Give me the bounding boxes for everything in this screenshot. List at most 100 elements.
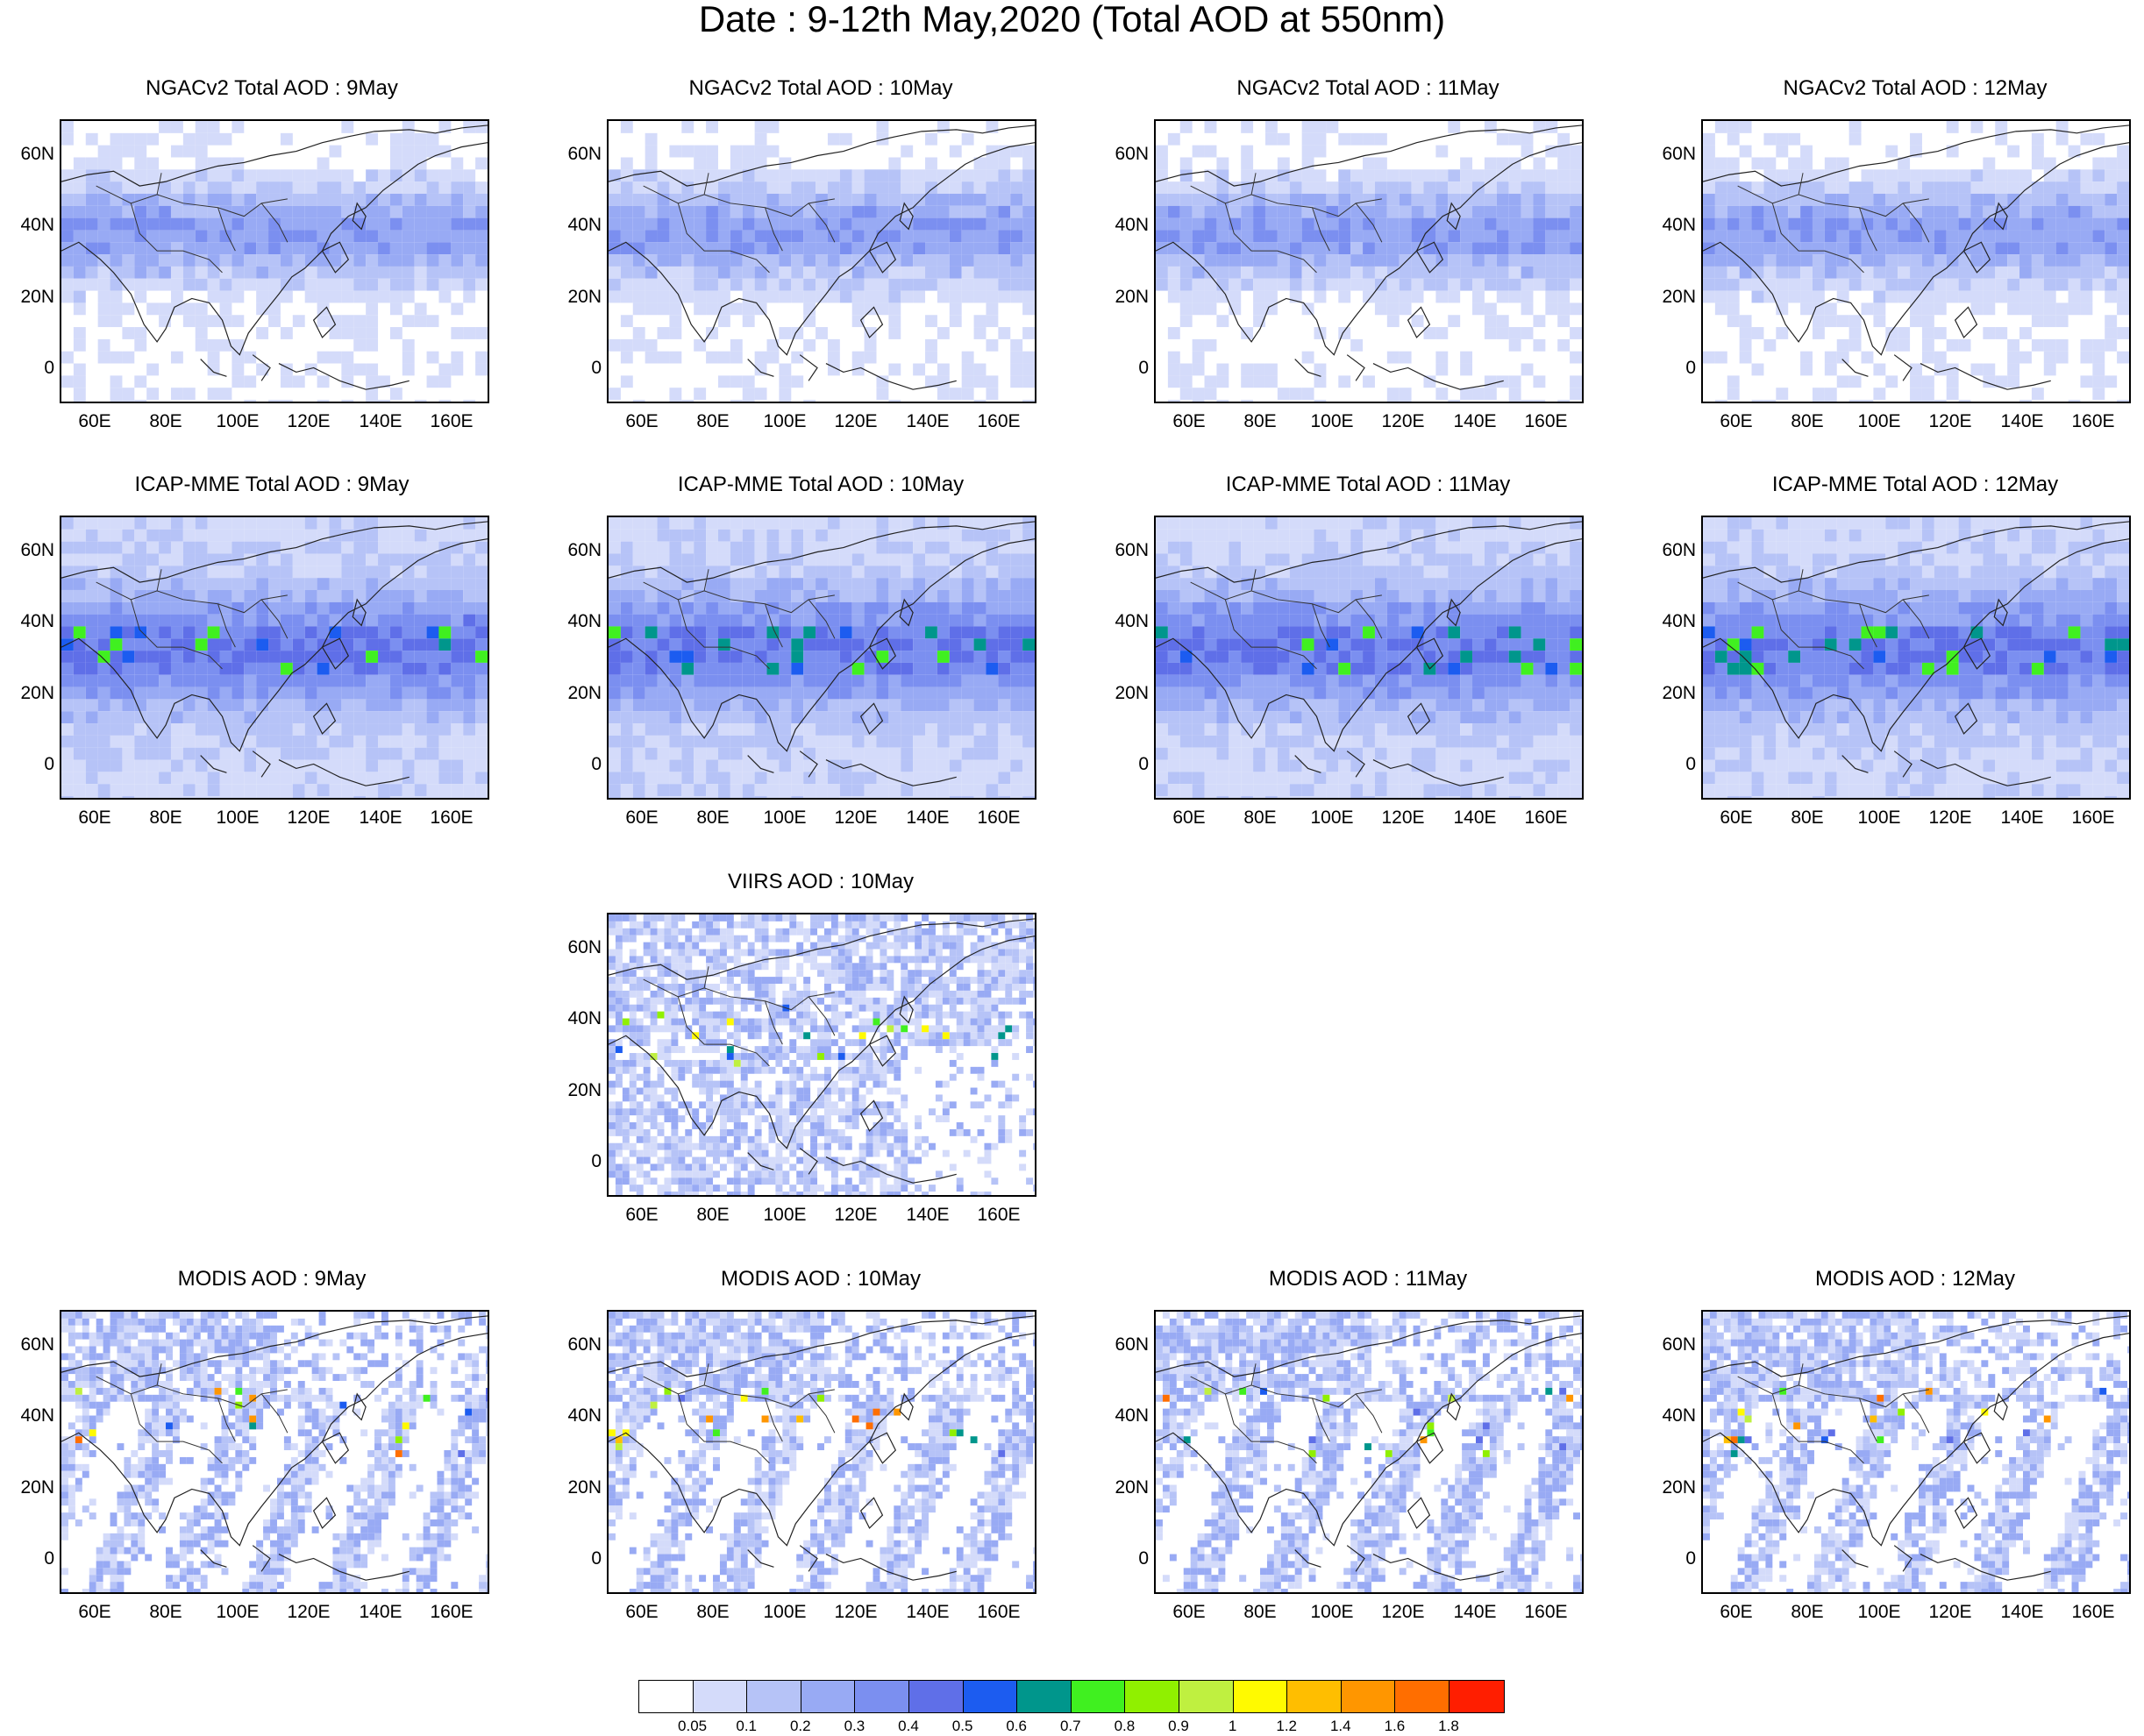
aod-cell <box>791 566 804 579</box>
aod-cell <box>949 205 962 218</box>
aod-cell <box>1460 711 1473 724</box>
y-tick-label: 60N <box>567 540 602 560</box>
aod-cell <box>1970 278 1984 291</box>
aod-cell <box>1167 181 1180 194</box>
aod-cell <box>1848 132 1862 146</box>
aod-cell <box>766 589 780 602</box>
aod-cell <box>632 517 645 530</box>
aod-cell <box>1739 205 1752 218</box>
aod-cell <box>645 601 658 615</box>
aod-cell <box>973 181 987 194</box>
aod-cell <box>97 687 110 700</box>
aod-cell <box>1970 566 1984 579</box>
aod-cell <box>231 278 245 291</box>
aod-cell <box>195 242 208 255</box>
aod-cell <box>1703 181 1715 194</box>
aod-cell <box>1204 601 1217 615</box>
aod-cell <box>402 363 415 376</box>
aod-cell <box>1848 400 1862 402</box>
aod-cell <box>973 327 987 339</box>
aod-cell <box>1958 541 1971 554</box>
aod-cell <box>159 217 171 231</box>
aod-cell <box>1714 193 1727 206</box>
aod-cell <box>1386 529 1400 542</box>
aod-cell <box>706 242 718 255</box>
aod-cell <box>426 747 439 760</box>
aod-cell <box>913 662 926 675</box>
aod-cell <box>329 351 342 364</box>
aod-cell <box>827 193 840 206</box>
aod-cell <box>1350 169 1364 182</box>
aod-cell <box>2019 230 2032 243</box>
aod-cell <box>730 747 743 760</box>
aod-cell <box>791 578 804 590</box>
aod-cell <box>609 193 621 206</box>
aod-cell <box>1812 553 1825 566</box>
aod-cell <box>353 278 367 291</box>
aod-cell <box>937 290 950 303</box>
aod-cell <box>1204 566 1217 579</box>
aod-cell <box>1496 132 1509 146</box>
aod-cell <box>97 205 110 218</box>
aod-cell <box>986 254 999 267</box>
aod-cell <box>1253 687 1265 700</box>
aod-cell <box>876 121 889 133</box>
aod-cell <box>353 553 367 566</box>
aod-cell <box>1386 601 1400 615</box>
aod-cell <box>329 517 342 530</box>
aod-cell <box>2031 315 2044 328</box>
aod-cell <box>268 517 281 530</box>
aod-cell <box>341 747 354 760</box>
aod-cell <box>913 759 926 772</box>
aod-cell <box>998 290 1011 303</box>
aod-cell <box>681 290 694 303</box>
aod-cell <box>2007 217 2020 231</box>
aod-cell <box>1216 553 1229 566</box>
aod-cell <box>1156 747 1168 760</box>
aod-cell <box>937 772 950 785</box>
aod-cell <box>366 711 379 724</box>
aod-cell <box>353 193 367 206</box>
aod-cell <box>913 614 926 627</box>
aod-cell <box>1910 254 1922 267</box>
aod-cell <box>742 315 755 328</box>
aod-cell <box>864 723 877 736</box>
aod-cell <box>1508 687 1521 700</box>
aod-cell <box>1435 566 1449 579</box>
aod-cell <box>717 278 730 291</box>
aod-cell <box>669 662 682 675</box>
aod-cell <box>1983 205 1996 218</box>
aod-cell <box>766 674 780 687</box>
aod-cell <box>839 254 852 267</box>
aod-cell <box>1776 517 1789 530</box>
aod-cell <box>451 772 464 785</box>
aod-cell <box>876 193 889 206</box>
aod-cell <box>1386 614 1400 627</box>
aod-cell <box>1167 735 1180 748</box>
aod-cell <box>657 626 670 639</box>
aod-cell <box>1386 205 1400 218</box>
aod-cell <box>1714 400 1727 402</box>
aod-cell <box>268 278 281 291</box>
aod-cell <box>1253 796 1265 798</box>
aod-cell <box>864 302 877 316</box>
aod-cell <box>669 638 682 651</box>
aod-cell <box>657 553 670 566</box>
aod-cell <box>681 205 694 218</box>
aod-cell <box>1326 674 1339 687</box>
aod-cell <box>1277 254 1290 267</box>
aod-cell <box>1374 747 1387 760</box>
aod-cell <box>1521 566 1534 579</box>
aod-cell <box>159 772 171 785</box>
aod-cell <box>1229 529 1242 542</box>
aod-cell <box>754 578 767 590</box>
aod-cell <box>1545 553 1558 566</box>
aod-cell <box>609 784 621 797</box>
aod-cell <box>85 687 98 700</box>
aod-cell <box>1289 735 1302 748</box>
aod-cell <box>1508 278 1521 291</box>
aod-cell <box>2031 388 2044 401</box>
aod-cell <box>1776 169 1789 182</box>
aod-cell <box>816 290 828 303</box>
aod-cell <box>803 566 816 579</box>
